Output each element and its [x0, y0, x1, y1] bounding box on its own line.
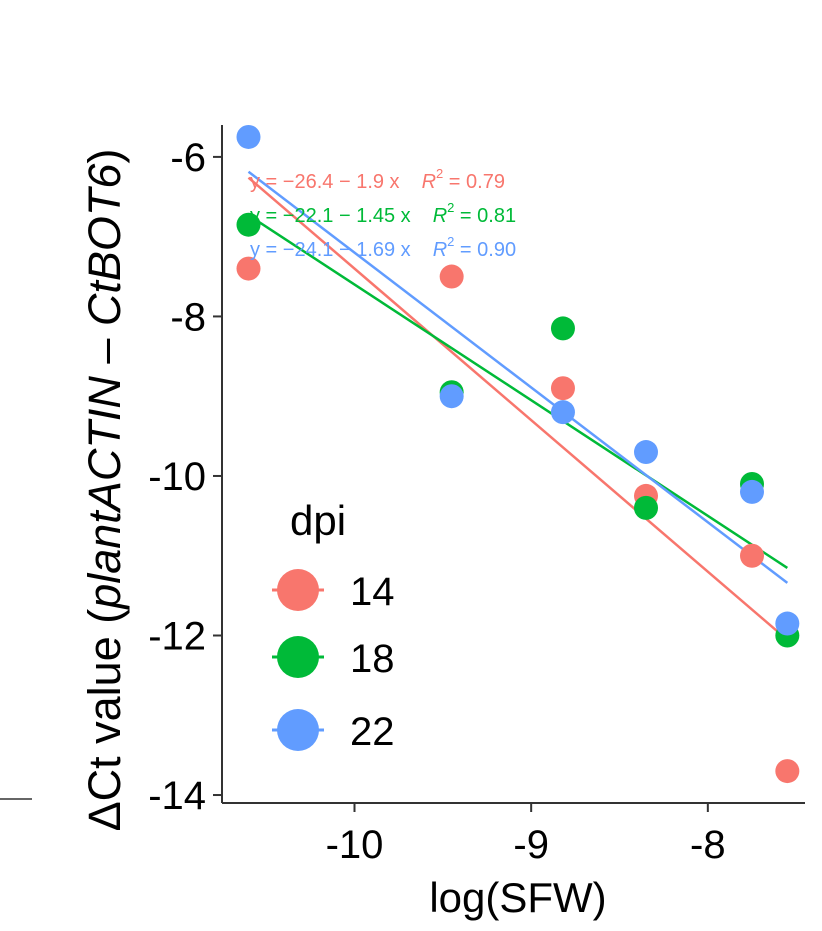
x-tick-label: -8	[690, 823, 726, 867]
point-18	[236, 212, 261, 237]
data-points	[236, 124, 800, 784]
y-axis-label-part: )	[79, 149, 130, 164]
y-tick-label: -14	[148, 774, 206, 818]
r2-superscript: 2	[447, 200, 454, 215]
axes: -6 -8 -10 -12 -14 -10 -9 -8	[148, 125, 805, 867]
legend-key-18	[277, 636, 319, 678]
fit-line-22	[247, 170, 789, 584]
point-22	[775, 611, 800, 636]
point-14	[740, 543, 764, 568]
r2-symbol: R	[433, 239, 447, 261]
fit-equation-14: y = −26.4 − 1.9 x R2 = 0.79	[250, 166, 505, 193]
x-axis-label: log(SFW)	[429, 874, 606, 921]
r2-value: = 0.90	[454, 239, 516, 261]
point-14	[236, 256, 261, 281]
point-22	[740, 479, 764, 504]
legend-key-22	[277, 709, 319, 751]
r2-symbol: R	[422, 171, 436, 193]
point-22	[550, 400, 575, 425]
fit-equation-18: y = −22.1 − 1.45 x R2 = 0.81	[250, 200, 516, 227]
point-18	[550, 316, 575, 341]
point-22	[439, 384, 464, 409]
y-axis-label: ΔCt value (plantACTIN – CtBOT6)	[79, 149, 130, 832]
equation-lhs: y = −26.4 − 1.9 x	[250, 171, 400, 193]
y-tick-label: -8	[170, 295, 206, 339]
point-22	[634, 440, 658, 465]
r2-value: = 0.79	[443, 171, 505, 193]
r2-value: = 0.81	[454, 205, 516, 227]
y-axis-label-part: CtBOT6	[79, 163, 130, 327]
point-14	[550, 376, 575, 401]
legend-label-18: 18	[350, 637, 395, 681]
point-14	[439, 264, 464, 289]
y-axis-label-part: ΔCt value (	[79, 609, 130, 832]
r2-symbol: R	[433, 205, 447, 227]
point-18	[634, 495, 658, 520]
legend-label-22: 22	[350, 710, 395, 754]
fit-lines	[247, 170, 789, 641]
x-tick-label: -9	[513, 823, 549, 867]
fit-equation-22: y = −24.1 − 1.69 x R2 = 0.90	[250, 234, 516, 261]
equation-lhs: y = −24.1 − 1.69 x	[250, 239, 411, 261]
r2-superscript: 2	[447, 234, 454, 249]
point-14	[775, 759, 800, 784]
fit-line-14	[247, 176, 789, 641]
equation-lhs: y = −22.1 − 1.45 x	[250, 205, 411, 227]
point-22	[236, 124, 261, 149]
legend-title: dpi	[290, 497, 346, 544]
y-tick-label: -6	[170, 136, 206, 180]
legend-label-14: 14	[350, 570, 395, 614]
y-tick-label: -12	[148, 614, 206, 658]
y-tick-label: -10	[148, 455, 206, 499]
x-tick-label: -10	[326, 823, 384, 867]
legend-key-14	[277, 569, 319, 611]
fit-equations: y = −26.4 − 1.9 x R2 = 0.79y = −22.1 − 1.…	[250, 166, 516, 261]
r2-superscript: 2	[436, 166, 443, 181]
fit-line-18	[247, 214, 789, 569]
y-axis-label-part: plantACTIN	[79, 376, 130, 611]
y-axis-label-part: –	[79, 326, 130, 376]
